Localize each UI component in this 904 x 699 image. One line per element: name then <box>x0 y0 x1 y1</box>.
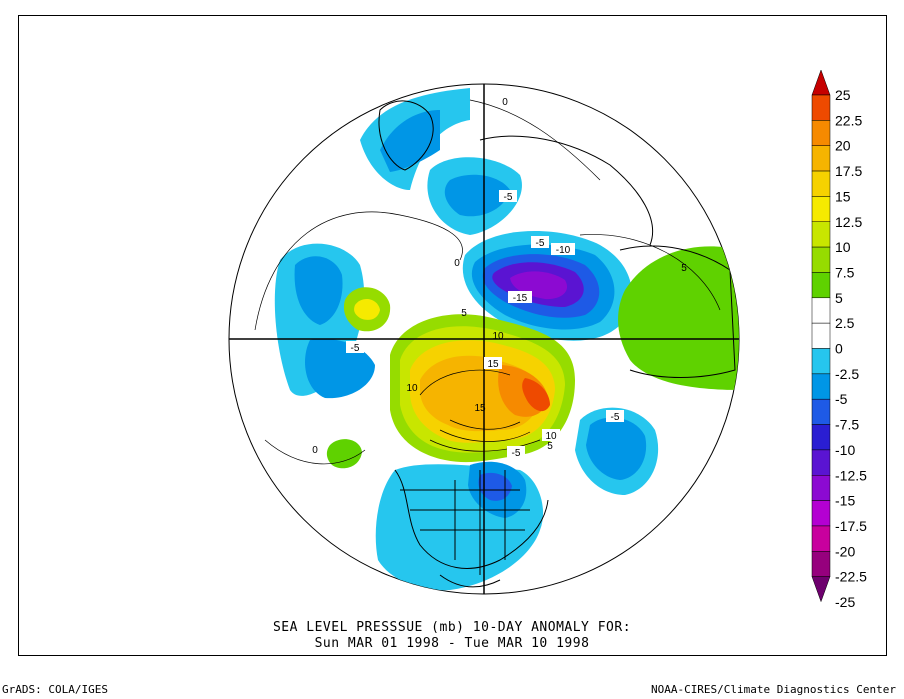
colorbar-swatch <box>811 94 831 121</box>
contour-line <box>579 234 721 311</box>
contour-label: 0 <box>454 258 460 269</box>
footer-credit-left: GrADS: COLA/IGES <box>2 683 108 696</box>
contour-label: -5 <box>512 448 521 459</box>
colorbar-swatch <box>811 170 831 197</box>
contour-label: -5 <box>504 192 513 203</box>
contour-label: -10 <box>556 245 571 256</box>
contour-label: 5 <box>461 308 467 319</box>
central-america <box>439 574 501 588</box>
colorbar-tick-label: 25 <box>835 87 851 103</box>
contour-label: 15 <box>487 359 499 370</box>
colorbar-swatch <box>811 449 831 476</box>
greenland-outline <box>378 100 434 171</box>
colorbar-tick-label: 15 <box>835 188 851 204</box>
colorbar-tick-label: -5 <box>835 391 848 407</box>
colorbar-tick-label: 7.5 <box>835 264 855 280</box>
title-line-1: SEA LEVEL PRESSSUE (mb) 10-DAY ANOMALY F… <box>272 620 632 635</box>
contour-label: 5 <box>681 263 687 274</box>
colorbar-swatch <box>811 297 831 324</box>
contour-line <box>254 211 463 331</box>
colorbar-arrow-top <box>811 69 831 96</box>
contour-lines <box>254 99 721 465</box>
colorbar-swatch <box>811 145 831 172</box>
coastlines <box>378 100 736 588</box>
contour-labels: -5 0 -5 -10 -15 5 0 5 -5 10 15 15 10 10 … <box>312 97 687 459</box>
negative-anomaly-greenland-core <box>380 110 440 172</box>
colorbar-swatch <box>811 196 831 222</box>
colorbar-tick-label: -12.5 <box>835 467 867 483</box>
title-line-2: Sun MAR 01 1998 - Tue MAR 10 1998 <box>314 636 590 651</box>
colorbar-swatch <box>811 525 831 552</box>
colorbar-swatch <box>811 221 831 248</box>
contour-line <box>429 439 541 452</box>
us-state-lines <box>454 470 506 575</box>
arctic-coast <box>479 135 654 246</box>
colorbar-swatch <box>811 398 831 425</box>
contour-label: -5 <box>536 238 545 249</box>
contour-label: 0 <box>502 97 508 108</box>
contour-line <box>449 419 521 430</box>
colorbar-arrow-bottom <box>811 576 831 603</box>
contour-label: 10 <box>406 383 418 394</box>
contour-label: -5 <box>611 412 620 423</box>
colorbar-swatch <box>811 272 831 299</box>
colorbar-tick-label: 12.5 <box>835 214 862 230</box>
plot-frame <box>18 15 887 656</box>
negative-anomaly-arctic-core <box>444 174 510 217</box>
colorbar-tick-label: 10 <box>835 239 851 255</box>
negative-anomaly-atlantic-south <box>305 338 375 399</box>
colorbar-tick-label: -17.5 <box>835 518 867 534</box>
colorbar-swatch <box>811 551 831 577</box>
footer-credit-right: NOAA-CIRES/Climate Diagnostics Center <box>650 683 896 696</box>
contour-label: 10 <box>492 331 504 342</box>
contour-line <box>264 439 366 465</box>
contour-label: -5 <box>351 343 360 354</box>
positive-anomaly-pacific-core <box>522 378 550 412</box>
colorbar-swatch <box>811 500 831 527</box>
colorbar-swatch <box>811 475 831 501</box>
contour-label: 5 <box>547 441 553 452</box>
colorbar-tick-label: 17.5 <box>835 163 862 179</box>
contour-line <box>439 429 531 442</box>
north-america-coast <box>394 469 549 569</box>
negative-anomaly-north-america-deep <box>478 472 512 501</box>
colorbar-tick-label: 20 <box>835 138 851 154</box>
colorbar-tick-label: -20 <box>835 543 855 559</box>
colorbar-tick-label: -15 <box>835 493 855 509</box>
positive-anomaly-small <box>326 439 362 469</box>
negative-anomaly-atlantic-core <box>294 256 343 325</box>
colorbar-tick-label: 5 <box>835 290 843 306</box>
colorbar-tick-label: -10 <box>835 442 855 458</box>
colorbar-swatch <box>811 120 831 146</box>
positive-anomaly-eurasia <box>618 246 739 390</box>
positive-anomaly-scandinavia-core <box>354 298 380 320</box>
colorbar-tick-label: -25 <box>835 594 855 610</box>
colorbar-swatch <box>811 373 831 400</box>
colorbar-tick-label: 0 <box>835 341 843 357</box>
colorbar-tick-label: -22.5 <box>835 569 867 585</box>
contour-line <box>419 369 511 396</box>
colorbar-tick-label: -7.5 <box>835 417 859 433</box>
colorbar-tick-label: 22.5 <box>835 112 862 128</box>
contour-line <box>469 99 601 181</box>
colorbar-swatch <box>811 246 831 273</box>
contour-label: 10 <box>545 431 557 442</box>
contour-label: 15 <box>474 403 486 414</box>
contour-label: -15 <box>513 293 528 304</box>
colorbar-tick-label: 2.5 <box>835 315 855 331</box>
colorbar-tick-label: -2.5 <box>835 366 859 382</box>
negative-anomaly-pacific-east-core <box>586 417 647 480</box>
eurasia-coast <box>619 245 736 378</box>
contour-label: 0 <box>312 445 318 456</box>
us-grid-lines <box>400 489 530 531</box>
colorbar-swatch <box>811 348 831 375</box>
anomaly-field <box>274 88 739 591</box>
colorbar-swatch <box>811 424 831 451</box>
colorbar: 25 22.5 20 17.5 15 12.5 10 7.5 5 2.5 0 -2.5 -5 -7.5 -1… <box>811 69 867 610</box>
colorbar-swatch <box>811 322 831 349</box>
